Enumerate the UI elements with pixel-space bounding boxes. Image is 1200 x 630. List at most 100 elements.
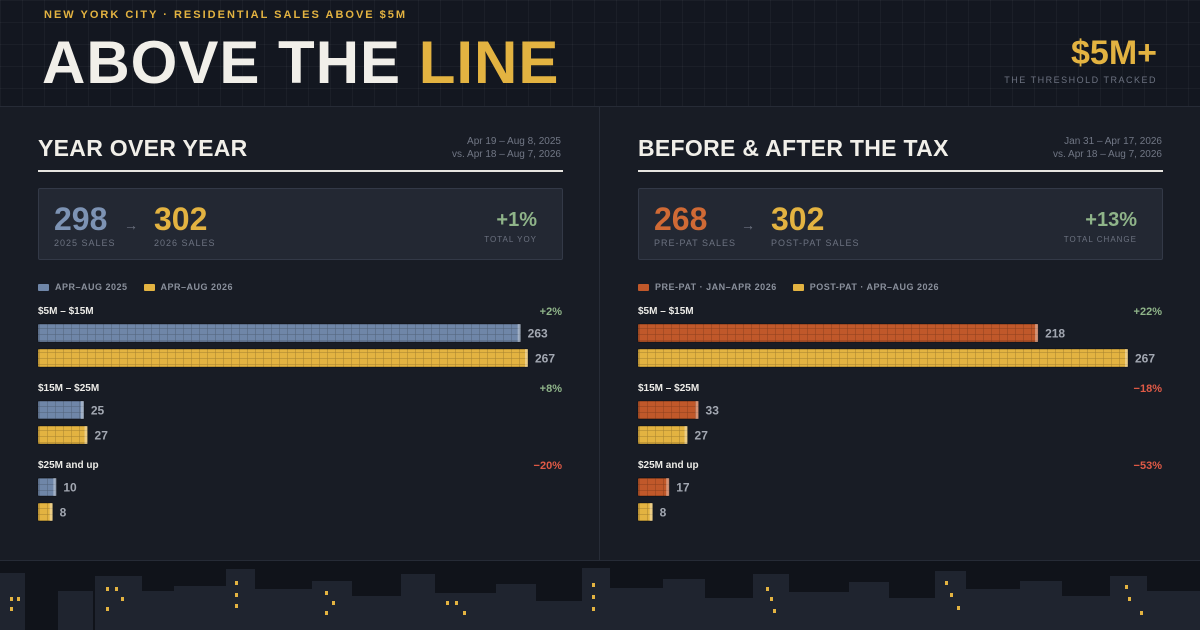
skyline-window: [325, 611, 328, 615]
bar: [37, 477, 57, 497]
legend-swatch: [143, 283, 155, 291]
legend-label: POST-PAT · APR–AUG 2026: [809, 282, 940, 292]
stat-after-label: POST-PAT SALES: [771, 238, 860, 248]
bar: [637, 502, 654, 522]
skyline-window: [957, 606, 960, 610]
panel-title: BEFORE & AFTER THE TAX: [638, 135, 949, 161]
legend-item-2025: APR–AUG 2025: [38, 282, 128, 292]
skyline-building: [536, 601, 582, 630]
skyline-window: [773, 609, 776, 613]
skyline-window: [106, 587, 109, 591]
chart-legend: PRE-PAT · JAN–APR 2026 POST-PAT · APR–AU…: [638, 282, 939, 292]
skyline-window: [455, 601, 458, 605]
bar-value-label: 263: [528, 327, 548, 341]
summary-box: 268 PRE-PAT SALES → 302 POST-PAT SALES +…: [638, 188, 1163, 260]
bar-value-label: 8: [660, 506, 667, 520]
bar-value-label: 27: [95, 429, 109, 443]
category-label: $15M – $25M: [638, 383, 699, 394]
legend-item-pre-pat: PRE-PAT · JAN–APR 2026: [638, 282, 777, 292]
bar: [637, 348, 1129, 368]
change-label: +22%: [1134, 306, 1163, 318]
skyline-building: [352, 596, 402, 630]
stat-before-value: 298: [54, 201, 108, 237]
stat-before-label: PRE-PAT SALES: [654, 238, 737, 248]
stat-after: 302 POST-PAT SALES: [771, 202, 860, 248]
panel-divider: [38, 170, 563, 172]
stat-before-label: 2025 SALES: [54, 238, 116, 248]
arrow-icon: →: [741, 217, 755, 233]
skyline-building: [1062, 596, 1110, 630]
chart-legend: APR–AUG 2025 APR–AUG 2026: [38, 282, 233, 292]
header-kicker: NEW YORK CITY · RESIDENTIAL SALES ABOVE …: [44, 9, 408, 21]
threshold-label: THE THRESHOLD TRACKED: [1004, 75, 1157, 85]
bar-cap: [525, 349, 528, 367]
change-label: +2%: [540, 306, 563, 318]
total-change-label: TOTAL CHANGE: [1063, 235, 1137, 244]
bar: [637, 400, 700, 420]
total-change-value: +1%: [496, 209, 537, 231]
total-change-value: +13%: [1085, 209, 1137, 231]
panel-dates: Apr 19 – Aug 8, 2025 vs. Apr 18 – Aug 7,…: [452, 135, 561, 161]
bar: [37, 425, 89, 445]
category-label: $25M and up: [638, 460, 699, 471]
bar-value-label: 10: [63, 481, 77, 495]
skyline-building: [663, 579, 705, 630]
skyline-building: [0, 573, 25, 630]
bar-cap: [49, 503, 53, 521]
stat-after-value: 302: [771, 201, 825, 237]
panel-year-over-year: YEAR OVER YEAR Apr 19 – Aug 8, 2025 vs. …: [0, 107, 600, 560]
bar-cap: [84, 426, 88, 444]
bar-cap: [517, 324, 521, 342]
skyline-building: [58, 591, 93, 630]
skyline-window: [770, 597, 773, 601]
bar: [37, 348, 529, 368]
bar-value-label: 267: [1135, 352, 1155, 366]
stat-after-label: 2026 SALES: [154, 238, 216, 248]
skyline-window: [10, 597, 13, 601]
change-label: −53%: [1134, 460, 1163, 472]
skyline-window: [766, 587, 769, 591]
arrow-icon: →: [124, 217, 138, 233]
skyline-window: [1140, 611, 1143, 615]
bar-value-label: 33: [706, 404, 720, 418]
before-after-bar-chart: $5M – $15M +22% 218 267 $15M – $25M −18% 33 27 $…: [637, 306, 1163, 522]
skyline-building: [889, 598, 935, 630]
panel-dates: Jan 31 – Apr 17, 2026 vs. Apr 18 – Aug 7…: [1053, 135, 1162, 161]
skyline-window: [10, 607, 13, 611]
bar-cap: [53, 478, 57, 496]
dates-line-2: vs. Apr 18 – Aug 7, 2026: [1053, 149, 1162, 160]
skyline-building: [1110, 576, 1147, 630]
legend-item-2026: APR–AUG 2026: [143, 282, 234, 292]
skyline-building: [174, 586, 226, 630]
bar-cap: [649, 503, 653, 521]
panel-divider: [638, 170, 1163, 172]
bar: [37, 323, 522, 343]
skyline-window: [106, 607, 109, 611]
dates-line-2: vs. Apr 18 – Aug 7, 2026: [452, 149, 561, 160]
category-label: $5M – $15M: [638, 306, 694, 317]
page-title: ABOVE THE LINE: [42, 30, 559, 96]
skyline-building: [582, 568, 610, 630]
skyline-window: [115, 587, 118, 591]
change-label: +8%: [540, 383, 563, 395]
legend-swatch: [638, 283, 649, 291]
dates-line-1: Jan 31 – Apr 17, 2026: [1064, 136, 1162, 147]
stat-before: 298 2025 SALES: [54, 202, 116, 248]
skyline-building: [610, 588, 663, 630]
bar-value-label: 267: [535, 352, 555, 366]
change-label: −20%: [534, 460, 563, 472]
bar: [637, 477, 670, 497]
skyline-window: [950, 593, 953, 597]
skyline-building: [95, 576, 142, 630]
panel-before-after-tax: BEFORE & AFTER THE TAX Jan 31 – Apr 17, …: [600, 107, 1200, 560]
skyline-building: [142, 591, 174, 630]
bar-value-label: 218: [1045, 327, 1065, 341]
legend-item-post-pat: POST-PAT · APR–AUG 2026: [792, 282, 940, 292]
legend-label: APR–AUG 2025: [55, 282, 128, 292]
legend-label: APR–AUG 2026: [160, 282, 234, 292]
skyline-building: [789, 592, 849, 630]
stat-before: 268 PRE-PAT SALES: [654, 202, 736, 248]
legend-label: PRE-PAT · JAN–APR 2026: [655, 282, 777, 292]
category-label: $25M and up: [38, 460, 99, 471]
skyline-window: [325, 591, 328, 595]
